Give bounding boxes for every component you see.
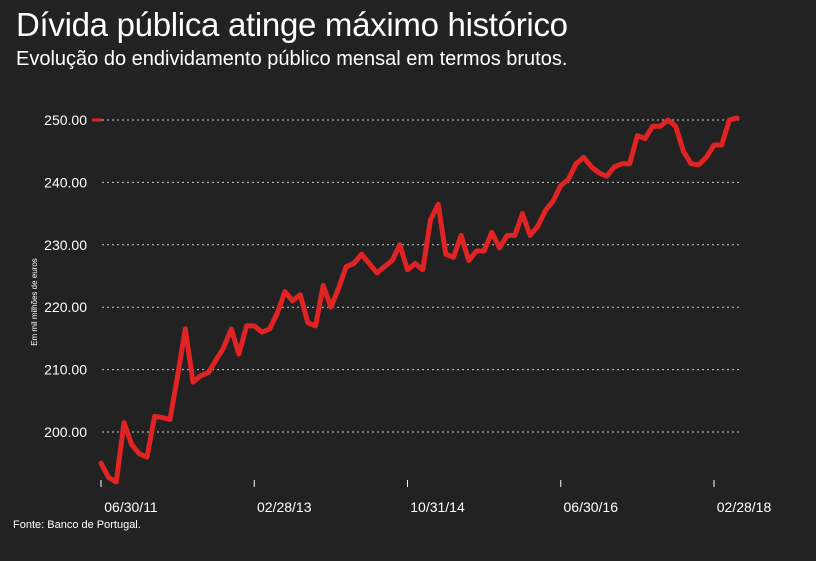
x-tick-label: 02/28/13: [257, 499, 312, 515]
x-tick-label: 10/31/14: [410, 499, 465, 515]
y-tick-label: 200.00: [44, 424, 87, 440]
x-tick-label: 06/30/16: [564, 499, 619, 515]
y-axis-ticks: 200.00 210.00 220.00 230.00 240.00 250.00: [44, 112, 87, 440]
series-line: [98, 115, 740, 485]
y-axis-label: Em mil milhões de euros: [30, 258, 39, 346]
y-tick-label: 220.00: [44, 299, 87, 315]
x-tick-label: 06/30/11: [104, 499, 158, 515]
x-axis-ticks: 06/30/11 02/28/13 10/31/14 06/30/16 02/28/18: [100, 480, 772, 515]
chart-title: Dívida pública atinge máximo histórico: [16, 6, 568, 43]
grid-lines: [102, 119, 739, 433]
y-tick-label: 210.00: [44, 362, 87, 378]
y-tick-label: 240.00: [44, 174, 87, 190]
source-note: Fonte: Banco de Portugal.: [13, 519, 141, 531]
x-tick-label: 02/28/18: [717, 499, 772, 515]
y-tick-label: 230.00: [44, 237, 87, 253]
chart-subtitle: Evolução do endividamento público mensal…: [16, 48, 568, 70]
y-tick-label: 250.00: [44, 112, 87, 128]
